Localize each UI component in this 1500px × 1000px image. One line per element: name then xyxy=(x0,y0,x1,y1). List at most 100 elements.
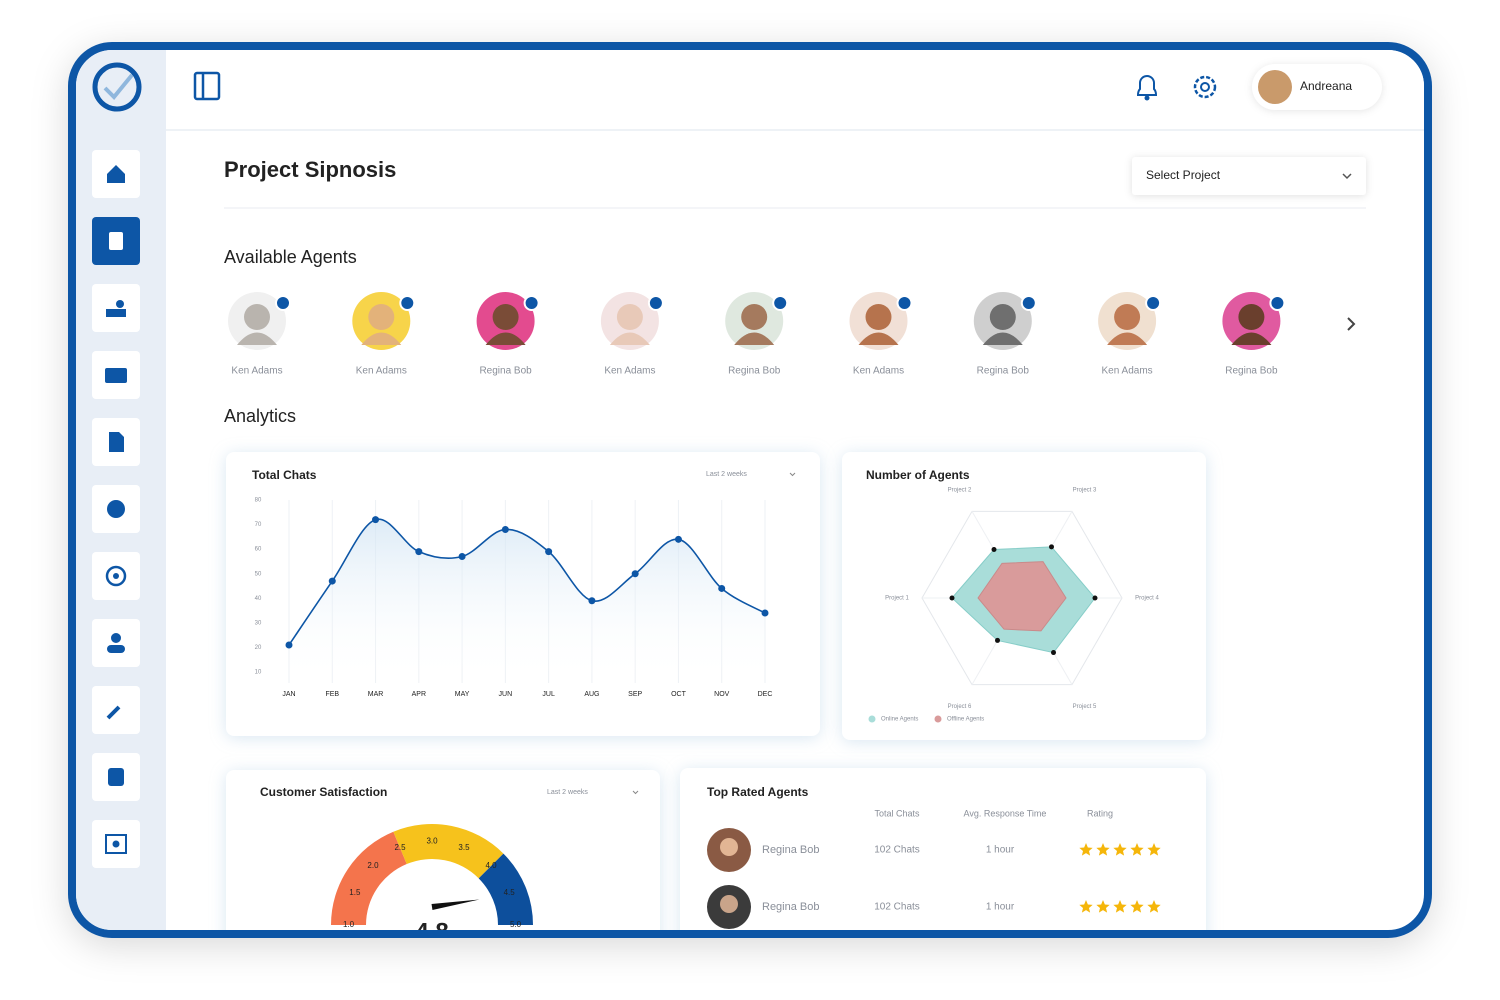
gauge-tick-label: 3.0 xyxy=(426,837,438,846)
agent-name: Regina Bob xyxy=(479,366,532,377)
gauge-tick-label: 3.5 xyxy=(458,843,470,852)
icon xyxy=(113,573,119,579)
sidebar-item[interactable] xyxy=(92,686,140,734)
agent-avatar xyxy=(361,332,402,345)
agent[interactable]: Ken Adams xyxy=(849,292,913,377)
filter-select[interactable]: Last 2 weeks xyxy=(547,789,588,796)
radar-point xyxy=(1051,650,1056,656)
online-dot xyxy=(399,295,416,311)
data-point xyxy=(545,548,553,556)
agent[interactable]: Regina Bob xyxy=(973,292,1037,377)
agent-avatar xyxy=(858,332,899,345)
data-point xyxy=(285,641,293,649)
sidebar-item[interactable] xyxy=(92,485,140,533)
sidebar-item[interactable] xyxy=(92,150,140,198)
sidebar-item[interactable] xyxy=(92,820,140,868)
agent-avatar xyxy=(244,304,270,330)
sidebar-menu xyxy=(92,150,140,868)
y-tick-label: 60 xyxy=(255,547,262,553)
total-chats: 102 Chats xyxy=(874,902,920,913)
sidebar-item[interactable] xyxy=(92,753,140,801)
data-point xyxy=(674,535,682,543)
sidebar-item[interactable] xyxy=(92,217,140,265)
rating-star xyxy=(1096,900,1110,913)
agent[interactable]: Ken Adams xyxy=(352,292,416,377)
y-tick-label: 40 xyxy=(255,596,262,602)
top-rated-table: Total Chats Avg. Response Time Rating Regin… xyxy=(707,808,1161,929)
data-point xyxy=(328,577,336,585)
data-point xyxy=(458,553,466,561)
gauge-tick-label: 4.0 xyxy=(485,861,497,870)
agent-name: Regina Bob xyxy=(762,844,820,856)
x-tick-label: SEP xyxy=(628,691,642,698)
column-header: Total Chats xyxy=(874,808,920,818)
next-agents[interactable] xyxy=(1347,317,1356,331)
agent[interactable]: Regina Bob xyxy=(476,292,540,377)
section-title: Analytics xyxy=(224,406,296,426)
agent-avatar xyxy=(1231,332,1272,345)
sidebar-item[interactable] xyxy=(92,351,140,399)
card-title: Total Chats xyxy=(252,468,317,482)
line-chart: 10 20 30 40 50 60 70 80 JAN FEB MAR APR MAY JUN JUL AUG… xyxy=(255,498,773,698)
icon xyxy=(106,309,126,317)
agent[interactable]: Ken Adams xyxy=(228,292,291,377)
online-dot xyxy=(647,295,664,311)
legend-label: Offline Agents xyxy=(947,717,984,723)
radar-point xyxy=(991,547,997,553)
gauge-band xyxy=(478,853,533,925)
rating-star xyxy=(1130,900,1144,913)
y-tick-label: 20 xyxy=(255,645,262,651)
data-point xyxy=(501,525,509,533)
agent[interactable]: Regina Bob xyxy=(1222,292,1286,377)
project-select[interactable]: Select Project xyxy=(1132,157,1366,195)
sidebar-item[interactable] xyxy=(92,619,140,667)
radar-axis-label: Project 6 xyxy=(948,704,972,710)
radar-axis-label: Project 4 xyxy=(1135,596,1159,602)
agent-avatar xyxy=(237,332,277,345)
icon xyxy=(116,300,124,308)
agent-avatar xyxy=(368,304,395,330)
sidebar-toggle[interactable] xyxy=(193,71,221,101)
column-header: Rating xyxy=(1087,808,1113,818)
rating-star xyxy=(1147,900,1161,913)
gauge-tick-label: 1.5 xyxy=(349,888,361,897)
icon xyxy=(105,368,127,383)
x-tick-label: MAY xyxy=(455,691,470,698)
sidebar-item[interactable] xyxy=(92,552,140,600)
filter-select[interactable]: Last 2 weeks xyxy=(706,471,747,478)
agent[interactable]: Ken Adams xyxy=(600,292,664,377)
sidebar-item[interactable] xyxy=(92,418,140,466)
sidebar-button xyxy=(92,284,140,332)
top-bar xyxy=(166,50,1424,130)
line-area xyxy=(289,519,765,683)
data-point xyxy=(631,570,639,578)
x-tick-label: JAN xyxy=(282,691,295,698)
agent-name: Ken Adams xyxy=(853,366,904,377)
y-tick-label: 70 xyxy=(255,522,262,528)
y-tick-label: 30 xyxy=(255,620,262,626)
agent[interactable]: Regina Bob xyxy=(725,292,789,377)
line xyxy=(288,518,766,646)
rating-star xyxy=(1113,843,1127,856)
user-menu[interactable]: Andreana xyxy=(1252,64,1382,110)
icon xyxy=(109,232,123,250)
agent-name: Ken Adams xyxy=(1102,366,1153,377)
card-title: Number of Agents xyxy=(866,468,970,482)
gauge-tick-label: 5.0 xyxy=(510,920,522,929)
total-chats: 102 Chats xyxy=(874,845,920,856)
online-dot xyxy=(1145,295,1162,311)
gauge-tick-label: 2.0 xyxy=(367,861,379,870)
x-tick-label: APR xyxy=(412,691,426,698)
radar-point xyxy=(949,595,955,601)
agent[interactable]: Ken Adams xyxy=(1098,292,1162,377)
settings-button[interactable] xyxy=(1193,75,1217,99)
online-dot xyxy=(1269,295,1286,311)
legend-label: Online Agents xyxy=(881,717,918,723)
icon xyxy=(105,565,127,587)
online-dot xyxy=(275,295,291,311)
sidebar-item[interactable] xyxy=(92,284,140,332)
agent-name: Ken Adams xyxy=(604,366,655,377)
notifications-button[interactable] xyxy=(1136,75,1158,101)
radar-axis-label: Project 3 xyxy=(1073,487,1097,493)
